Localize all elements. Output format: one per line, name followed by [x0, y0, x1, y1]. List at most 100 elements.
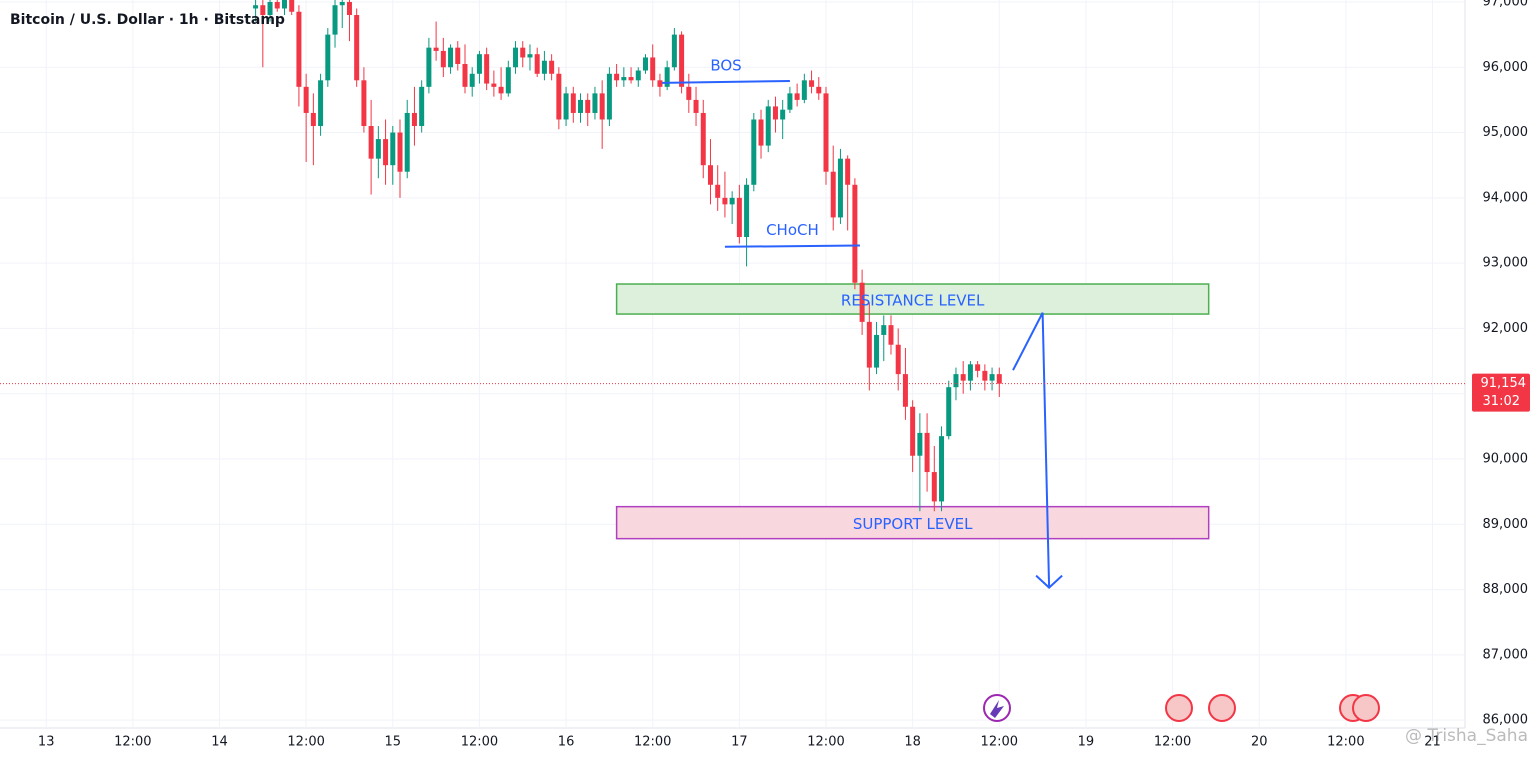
us-event-icon[interactable]: [1165, 694, 1193, 722]
chart-title: Bitcoin / U.S. Dollar · 1h · Bitstamp: [10, 12, 285, 28]
candle-body: [729, 197, 735, 205]
candle-body: [397, 132, 403, 172]
y-tick-label: 97,000: [1483, 0, 1529, 9]
candle-body: [325, 34, 331, 81]
x-tick-label: 18: [904, 735, 921, 750]
candle-body: [469, 73, 475, 87]
candle-body: [462, 63, 468, 87]
x-tick-label: 12:00: [114, 735, 151, 750]
watermark: @ Trisha_Saha: [1405, 726, 1528, 746]
candle-body: [375, 139, 381, 159]
candle-body: [686, 86, 692, 100]
x-tick-label: 12:00: [807, 735, 844, 750]
x-tick-label: 14: [211, 735, 228, 750]
plot-layer: [0, 0, 1465, 589]
candle-body: [433, 47, 439, 51]
candle-body: [563, 93, 569, 120]
candle-body: [368, 126, 374, 159]
candle-body: [830, 171, 836, 218]
candle-body: [758, 119, 764, 146]
y-tick-label: 92,000: [1483, 321, 1529, 336]
candle-body: [621, 77, 627, 81]
candle-body: [715, 184, 721, 198]
us-event-icon[interactable]: [1208, 694, 1236, 722]
x-tick-label: 19: [1078, 735, 1095, 750]
candle-body: [549, 60, 555, 74]
candle-body: [448, 47, 454, 68]
candle-body: [996, 374, 1002, 384]
y-tick-label: 88,000: [1483, 582, 1529, 597]
event-icon-glyph: [990, 700, 1004, 718]
candle-body: [816, 86, 822, 94]
candle-body: [801, 80, 807, 100]
structure-label: BOS: [710, 56, 741, 74]
price-zone: [615, 283, 1210, 315]
candle-body: [606, 73, 612, 120]
x-tick-label: 12:00: [1327, 735, 1364, 750]
us-event-icon[interactable]: [1352, 694, 1380, 722]
candle-body: [390, 132, 396, 166]
candle-body: [484, 54, 490, 84]
zone-label: SUPPORT LEVEL: [853, 515, 973, 533]
candle-body: [578, 99, 584, 113]
candle-body: [296, 11, 302, 87]
candle-body: [946, 387, 952, 437]
x-tick-label: 15: [385, 735, 402, 750]
candle-body: [628, 77, 634, 81]
candle-body: [902, 374, 908, 407]
y-tick-label: 94,000: [1483, 190, 1529, 205]
candle-body: [657, 80, 663, 87]
projection-arrow: [1012, 312, 1051, 588]
x-tick-label: 16: [558, 735, 575, 750]
candle-body: [642, 57, 648, 71]
candle-body: [939, 436, 945, 502]
candle-body: [794, 93, 800, 100]
candle-body: [960, 374, 966, 381]
x-tick-label: 12:00: [461, 735, 498, 750]
structure-line: [662, 79, 790, 84]
y-tick-label: 87,000: [1483, 647, 1529, 662]
candle-body: [383, 139, 389, 166]
x-tick-label: 21: [1424, 735, 1441, 750]
x-tick-label: 13: [38, 735, 55, 750]
last-price-box: [1472, 373, 1530, 412]
candle-body: [520, 47, 526, 58]
candle-body: [354, 15, 360, 81]
last-price-label: 91,154: [1481, 376, 1527, 391]
candle-body: [505, 67, 511, 94]
candle-body: [881, 325, 887, 335]
candle-body: [310, 112, 316, 127]
structure-label: CHoCH: [766, 221, 819, 239]
candle-body: [419, 86, 425, 127]
candle-body: [650, 57, 656, 81]
candle-body: [556, 73, 562, 120]
candle-body: [859, 282, 865, 322]
structure-line: [724, 244, 860, 248]
candle-body: [693, 99, 699, 113]
candle-body: [809, 80, 815, 87]
candle-body: [917, 432, 923, 456]
candle-body: [989, 374, 995, 381]
candle-body: [895, 344, 901, 375]
candle-body: [281, 0, 287, 9]
candle-body: [953, 374, 959, 388]
x-tick-label: 12:00: [981, 735, 1018, 750]
candle-body: [274, 1, 280, 9]
zone-label: RESISTANCE LEVEL: [841, 292, 985, 310]
candle-body: [455, 47, 461, 64]
candle-body: [700, 112, 706, 166]
y-tick-label: 89,000: [1483, 517, 1529, 532]
candle-body: [765, 106, 771, 146]
candle-body: [671, 34, 677, 68]
candle-body: [874, 334, 880, 368]
candle-body: [845, 158, 851, 185]
candle-body: [440, 50, 446, 68]
candle-body: [498, 86, 504, 94]
candle-body: [527, 54, 533, 58]
candle-body: [852, 184, 858, 283]
x-tick-label: 17: [731, 735, 748, 750]
candle-body: [361, 80, 367, 127]
event-icons: [983, 694, 1380, 722]
candle-body: [982, 370, 988, 381]
